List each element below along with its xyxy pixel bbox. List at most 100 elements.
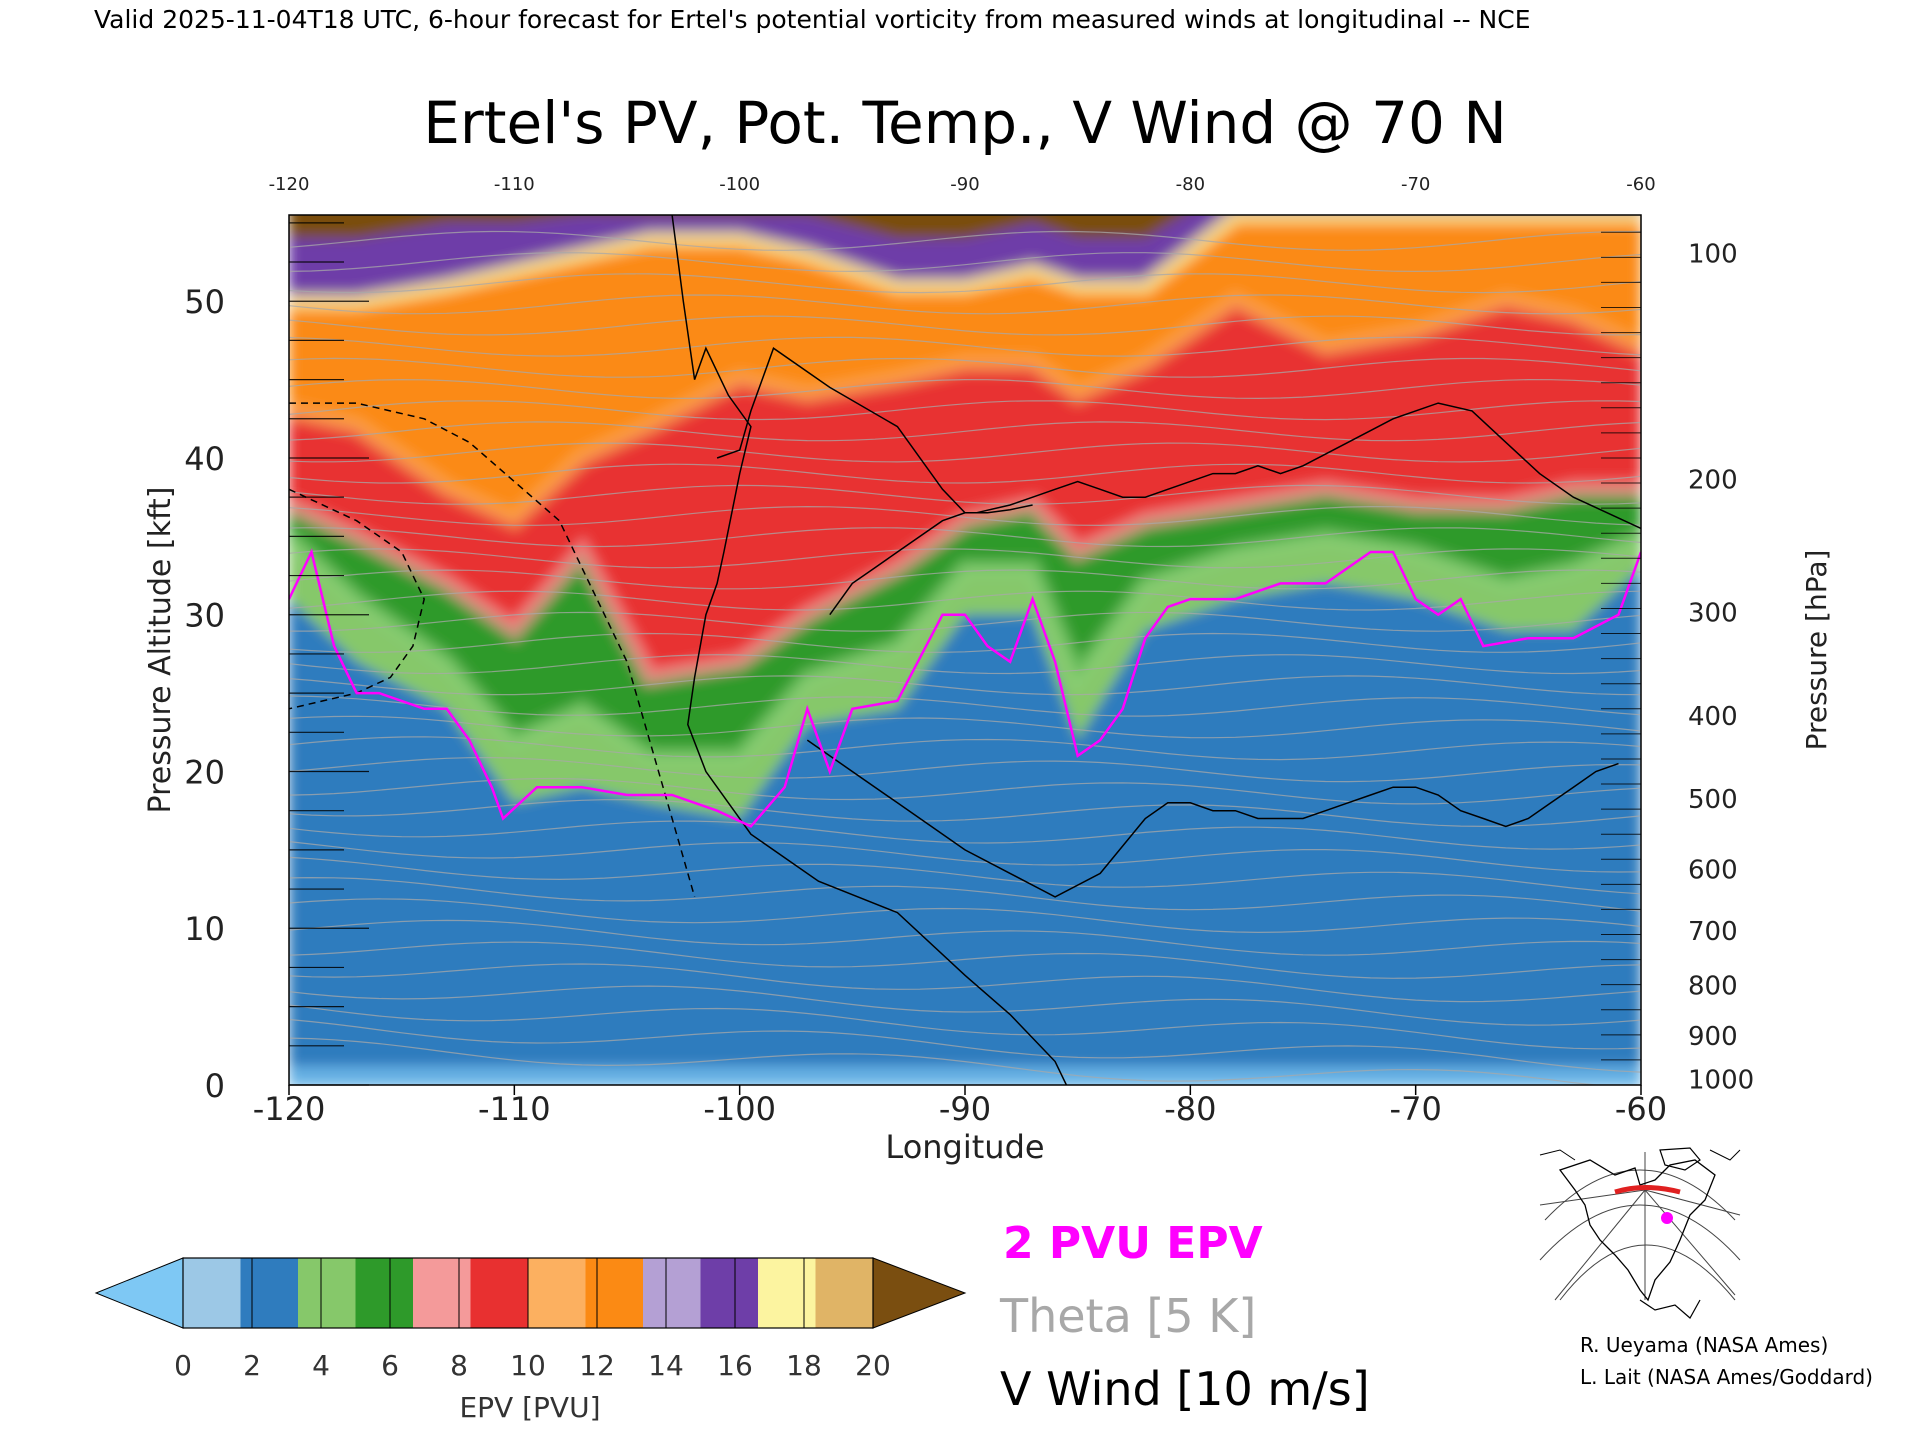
y-axis-ticks: 0 10 20 30 40 50 (184, 222, 369, 1105)
colorbar-swatch (758, 1258, 816, 1328)
theta-line (289, 1037, 1641, 1085)
pressure-axis-ticks: 100 200 300 400 500 600 700 800 900 1000 (1601, 231, 1754, 1096)
x-tick-label: -100 (703, 1090, 776, 1128)
map-location-marker (1661, 1212, 1673, 1224)
pressure-tick-label: 100 (1688, 240, 1738, 270)
x-tick-label: -120 (253, 1090, 326, 1128)
colorbar-swatch (700, 1258, 759, 1328)
theta-line (289, 919, 1641, 956)
legend-theta: Theta [5 K] (999, 1289, 1256, 1343)
colorbar-swatch (413, 1258, 471, 1328)
theta-line (289, 675, 1641, 696)
top-x-tick-label: -110 (494, 174, 535, 195)
theta-line (289, 898, 1641, 934)
theta-line (289, 841, 1641, 873)
v-wind-positive-contour (829, 504, 1033, 616)
colorbar-swatch (355, 1258, 414, 1328)
theta-line (289, 654, 1641, 675)
theta-line (289, 421, 1641, 442)
pv-band-16 (289, 215, 1641, 311)
legend: 2 PVU EPV Theta [5 K] V Wind [10 m/s] (999, 1218, 1370, 1416)
v-wind-positive-contour (671, 215, 1068, 1085)
pv-band-6 (289, 527, 1641, 765)
theta-line (289, 294, 1641, 315)
legend-v-wind: V Wind [10 m/s] (1000, 1362, 1370, 1416)
theta-line (289, 315, 1641, 336)
theta-line (289, 400, 1641, 421)
theta-line (289, 442, 1641, 463)
pv-band-8 (289, 480, 1641, 688)
theta-line (289, 505, 1641, 527)
colorbar-ticks: 0 2 4 6 8 10 12 14 16 18 20 (174, 1258, 891, 1382)
pressure-tick-label: 300 (1688, 599, 1738, 629)
top-x-tick-label: -60 (1626, 174, 1655, 195)
colorbar-swatch (298, 1258, 356, 1328)
colorbar-tick-label: 4 (312, 1349, 330, 1382)
y-tick-label: 30 (184, 597, 225, 635)
colorbar-tick-label: 16 (717, 1349, 753, 1382)
colorbar-swatch (183, 1258, 241, 1328)
map-section-line (1614, 1185, 1681, 1195)
top-x-tick-label: -90 (950, 174, 979, 195)
colorbar-tick-label: 10 (510, 1349, 546, 1382)
x-tick-label: -90 (939, 1090, 991, 1128)
x-axis-ticks: -120 -110 -100 -90 -80 -70 -60 (253, 1085, 1667, 1128)
pressure-tick-label: 600 (1688, 856, 1738, 886)
colorbar-swatch (585, 1258, 644, 1328)
y-tick-label: 20 (184, 753, 225, 791)
colorbar-over-arrow (872, 1257, 967, 1329)
y-tick-label: 10 (184, 910, 225, 948)
colorbar-swatch (240, 1258, 299, 1328)
pressure-tick-label: 400 (1688, 702, 1738, 732)
theta-line (289, 736, 1641, 761)
pv-2pvu-contour (289, 548, 1641, 828)
pv-2pvu-line (289, 548, 1641, 828)
theta-line (289, 632, 1641, 653)
colorbar-tick-label: 20 (855, 1349, 891, 1382)
top-x-tick-label: -100 (719, 174, 760, 195)
y-axis-label: Pressure Altitude [kft] (143, 487, 178, 814)
x-tick-label: -70 (1390, 1090, 1442, 1128)
credit-line-2: L. Lait (NASA Ames/Goddard) (1580, 1365, 1873, 1389)
theta-line (289, 985, 1641, 1026)
pv-layer-12 (289, 215, 1641, 521)
pv-surface-band (289, 1066, 1641, 1085)
colorbar-tick-label: 0 (174, 1349, 192, 1382)
theta-line (289, 251, 1641, 273)
pressure-tick-label: 1000 (1688, 1066, 1754, 1096)
legend-2pvu: 2 PVU EPV (1003, 1218, 1263, 1269)
theta-line (289, 963, 1641, 1003)
theta-line (289, 799, 1641, 828)
y-tick-label: 50 (184, 283, 225, 321)
theta-line (289, 463, 1641, 484)
plot-area (288, 214, 1642, 1086)
colorbar-swatch (528, 1258, 586, 1328)
theta-line (289, 527, 1641, 548)
top-longitude-ticks: -120 -110 -100 -90 -80 -70 -60 (269, 174, 1656, 195)
v-wind-contours (289, 215, 1641, 1085)
x-axis-label: Longitude (885, 1128, 1044, 1166)
theta-line (289, 357, 1641, 378)
colorbar-tick-label: 12 (579, 1349, 615, 1382)
colorbar-swatch (470, 1258, 529, 1328)
locator-map (1539, 1147, 1741, 1319)
top-x-tick-label: -80 (1176, 174, 1205, 195)
x-tick-label: -110 (478, 1090, 551, 1128)
theta-line (289, 230, 1641, 251)
pv-layer-20 (289, 215, 1184, 239)
x-tick-label: -60 (1615, 1090, 1667, 1128)
v-wind-positive-contour (716, 347, 1641, 530)
theta-line (289, 590, 1641, 611)
theta-line (289, 876, 1641, 912)
pv-band-12 (289, 290, 1641, 532)
theta-line (289, 695, 1641, 717)
colorbar: 0 2 4 6 8 10 12 14 16 18 20 EPV [PVU] (94, 1257, 967, 1424)
valid-time-header: Valid 2025-11-04T18 UTC, 6-hour forecast… (94, 5, 1531, 34)
v-wind-negative-contour (289, 488, 425, 710)
pressure-tick-label: 700 (1688, 917, 1738, 947)
v-wind-positive-contour (806, 739, 1619, 898)
pressure-tick-label: 800 (1688, 972, 1738, 1002)
colorbar-swatch (643, 1258, 701, 1328)
chart-title: Ertel's PV, Pot. Temp., V Wind @ 70 N (423, 89, 1506, 157)
